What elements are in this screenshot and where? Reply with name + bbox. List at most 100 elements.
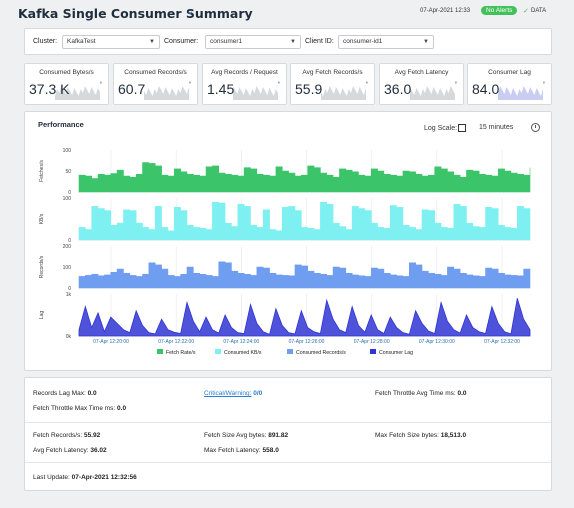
fetch-throttle-avg-value: 0.0	[457, 390, 467, 397]
cluster-select[interactable]: KafkaTest ▼	[62, 35, 160, 49]
kpi-indicator-icon: °	[277, 82, 280, 88]
page-title: Kafka Single Consumer Summary	[18, 6, 253, 21]
kpi-sparkline	[233, 86, 278, 100]
last-update: Last Update: 07-Apr-2021 12:32:56	[33, 474, 137, 481]
consumer-value: consumer1	[210, 38, 243, 45]
kpi-sparkline-area	[233, 86, 278, 100]
kpi-sparkline	[321, 86, 366, 100]
max-fetch-size: Max Fetch Size bytes: 18,513.0	[375, 432, 466, 439]
y-tick-label: 200	[63, 244, 72, 250]
legend-swatch	[287, 349, 293, 354]
kpi-value: 36.0	[384, 81, 412, 97]
kpi-value: 84.0	[472, 81, 500, 97]
kpi-card[interactable]: Consumed Bytes/s 37.3 K °	[24, 63, 109, 105]
kpi-indicator-icon: °	[542, 82, 545, 88]
kpi-card[interactable]: Avg Fetch Records/s 55.9 °	[290, 63, 375, 105]
performance-chart: 100500Fetches/s1000KB/s2001000Records/s1…	[39, 148, 531, 356]
divider	[25, 462, 551, 463]
avg-fetch-latency-label: Avg Fetch Latency:	[33, 447, 89, 454]
x-tick-label: 07-Apr 12:28:00	[354, 339, 390, 345]
max-fetch-latency-value: 558.0	[262, 447, 279, 454]
kpi-indicator-icon: °	[188, 82, 191, 88]
divider	[25, 422, 551, 423]
x-tick-label: 07-Apr 12:20:00	[93, 339, 129, 345]
series-area	[78, 261, 531, 289]
fetch-records: Fetch Records/s: 55.92	[33, 432, 100, 439]
kpi-indicator-icon: °	[99, 82, 102, 88]
kpi-sparkline-area	[321, 86, 366, 100]
kpi-card[interactable]: Avg Fetch Latency 36.0 °	[379, 63, 464, 105]
records-lag-max-value: 0.0	[87, 390, 97, 397]
avg-fetch-latency: Avg Fetch Latency: 36.02	[33, 447, 107, 454]
last-update-value: 07-Apr-2021 12:32:56	[71, 474, 137, 481]
y-tick-label: 100	[63, 265, 72, 271]
kpi-card[interactable]: Avg Records / Request 1.45 °	[202, 63, 287, 105]
y-tick-label: 0	[68, 190, 71, 196]
caret-down-icon: ▼	[423, 39, 429, 45]
y-axis-label: Fetches/s	[39, 160, 45, 182]
max-fetch-size-label: Max Fetch Size bytes:	[375, 432, 439, 439]
chevron-down-icon[interactable]: ⌄	[186, 6, 195, 17]
critical-warning-value[interactable]: 0/0	[253, 390, 263, 397]
kpi-card[interactable]: Consumed Records/s 60.7 °	[113, 63, 198, 105]
kpi-sparkline-area	[55, 86, 100, 100]
legend-swatch	[370, 349, 376, 354]
log-scale-toggle[interactable]: Log Scale:	[424, 124, 467, 132]
fetch-throttle-max-value: 0.0	[117, 405, 127, 412]
alerts-badge[interactable]: No Alerts	[481, 6, 518, 15]
time-range-selector[interactable]: 15 minutes	[479, 124, 514, 131]
series-area	[78, 298, 531, 337]
kpi-sparkline-area	[410, 86, 455, 100]
x-tick-label: 07-Apr 12:26:00	[289, 339, 325, 345]
client-id-value: consumer-id1	[343, 38, 383, 45]
caret-down-icon: ▼	[149, 39, 155, 45]
header-timestamp: 07-Apr-2021 12:33	[420, 8, 471, 14]
kpi-title: Consumed Bytes/s	[39, 69, 94, 76]
kpi-value: 60.7	[118, 81, 146, 97]
data-status-label: DATA	[531, 8, 547, 14]
fetch-size-avg-label: Fetch Size Avg bytes:	[204, 432, 267, 439]
kpi-value: 1.45	[207, 81, 235, 97]
records-lag-max-label: Records Lag Max:	[33, 390, 86, 397]
check-icon: ✓	[523, 8, 529, 15]
kpi-card[interactable]: Consumer Lag 84.0 °	[467, 63, 552, 105]
fetch-size-avg: Fetch Size Avg bytes: 891.82	[204, 432, 288, 439]
critical-warning-link[interactable]: Critical/Warning:	[204, 390, 252, 397]
kpi-sparkline	[498, 86, 543, 100]
x-tick-label: 07-Apr 12:22:00	[158, 339, 194, 345]
kpi-title: Consumer Lag	[488, 69, 531, 76]
x-tick-label: 07-Apr 12:32:00	[484, 339, 520, 345]
client-id-select[interactable]: consumer-id1 ▼	[338, 35, 434, 49]
max-fetch-size-value: 18,513.0	[440, 432, 467, 439]
legend-swatch	[215, 349, 221, 354]
legend-swatch	[157, 349, 163, 354]
legend-label: Consumed Records/s	[296, 350, 346, 356]
kpi-sparkline-area	[498, 86, 543, 100]
avg-fetch-latency-value: 36.02	[90, 447, 107, 454]
kpi-indicator-icon: °	[454, 82, 457, 88]
kpi-value: 37.3 K	[29, 81, 70, 97]
kpi-title: Avg Fetch Records/s	[302, 69, 363, 76]
log-scale-label: Log Scale:	[424, 124, 458, 132]
critical-warning[interactable]: Critical/Warning: 0/0	[204, 390, 262, 397]
legend-label: Fetch Rate/s	[166, 350, 196, 356]
fetch-records-label: Fetch Records/s:	[33, 432, 83, 439]
fetch-throttle-avg-label: Fetch Throttle Avg Time ms:	[375, 390, 456, 397]
y-tick-label: 100	[63, 148, 72, 154]
log-scale-checkbox[interactable]	[458, 124, 467, 132]
y-tick-label: 50	[65, 169, 71, 175]
performance-panel: Performance Log Scale: 15 minutes 100 50 0…	[24, 111, 552, 371]
clock-icon[interactable]	[531, 123, 540, 132]
x-tick-label: 07-Apr 12:30:00	[419, 339, 455, 345]
filter-bar: Cluster: KafkaTest ▼ Consumer: consumer1…	[24, 28, 552, 55]
fetch-size-avg-value: 891.82	[268, 432, 289, 439]
caret-down-icon: ▼	[290, 39, 296, 45]
kpi-title: Avg Records / Request	[211, 69, 278, 76]
consumer-select[interactable]: consumer1 ▼	[205, 35, 301, 49]
y-axis-label: Lag	[39, 311, 45, 320]
kpi-sparkline	[55, 86, 100, 100]
y-tick-label: 1k	[66, 292, 72, 298]
kpi-indicator-icon: °	[365, 82, 368, 88]
performance-title: Performance	[38, 120, 84, 129]
cluster-value: KafkaTest	[67, 38, 96, 45]
